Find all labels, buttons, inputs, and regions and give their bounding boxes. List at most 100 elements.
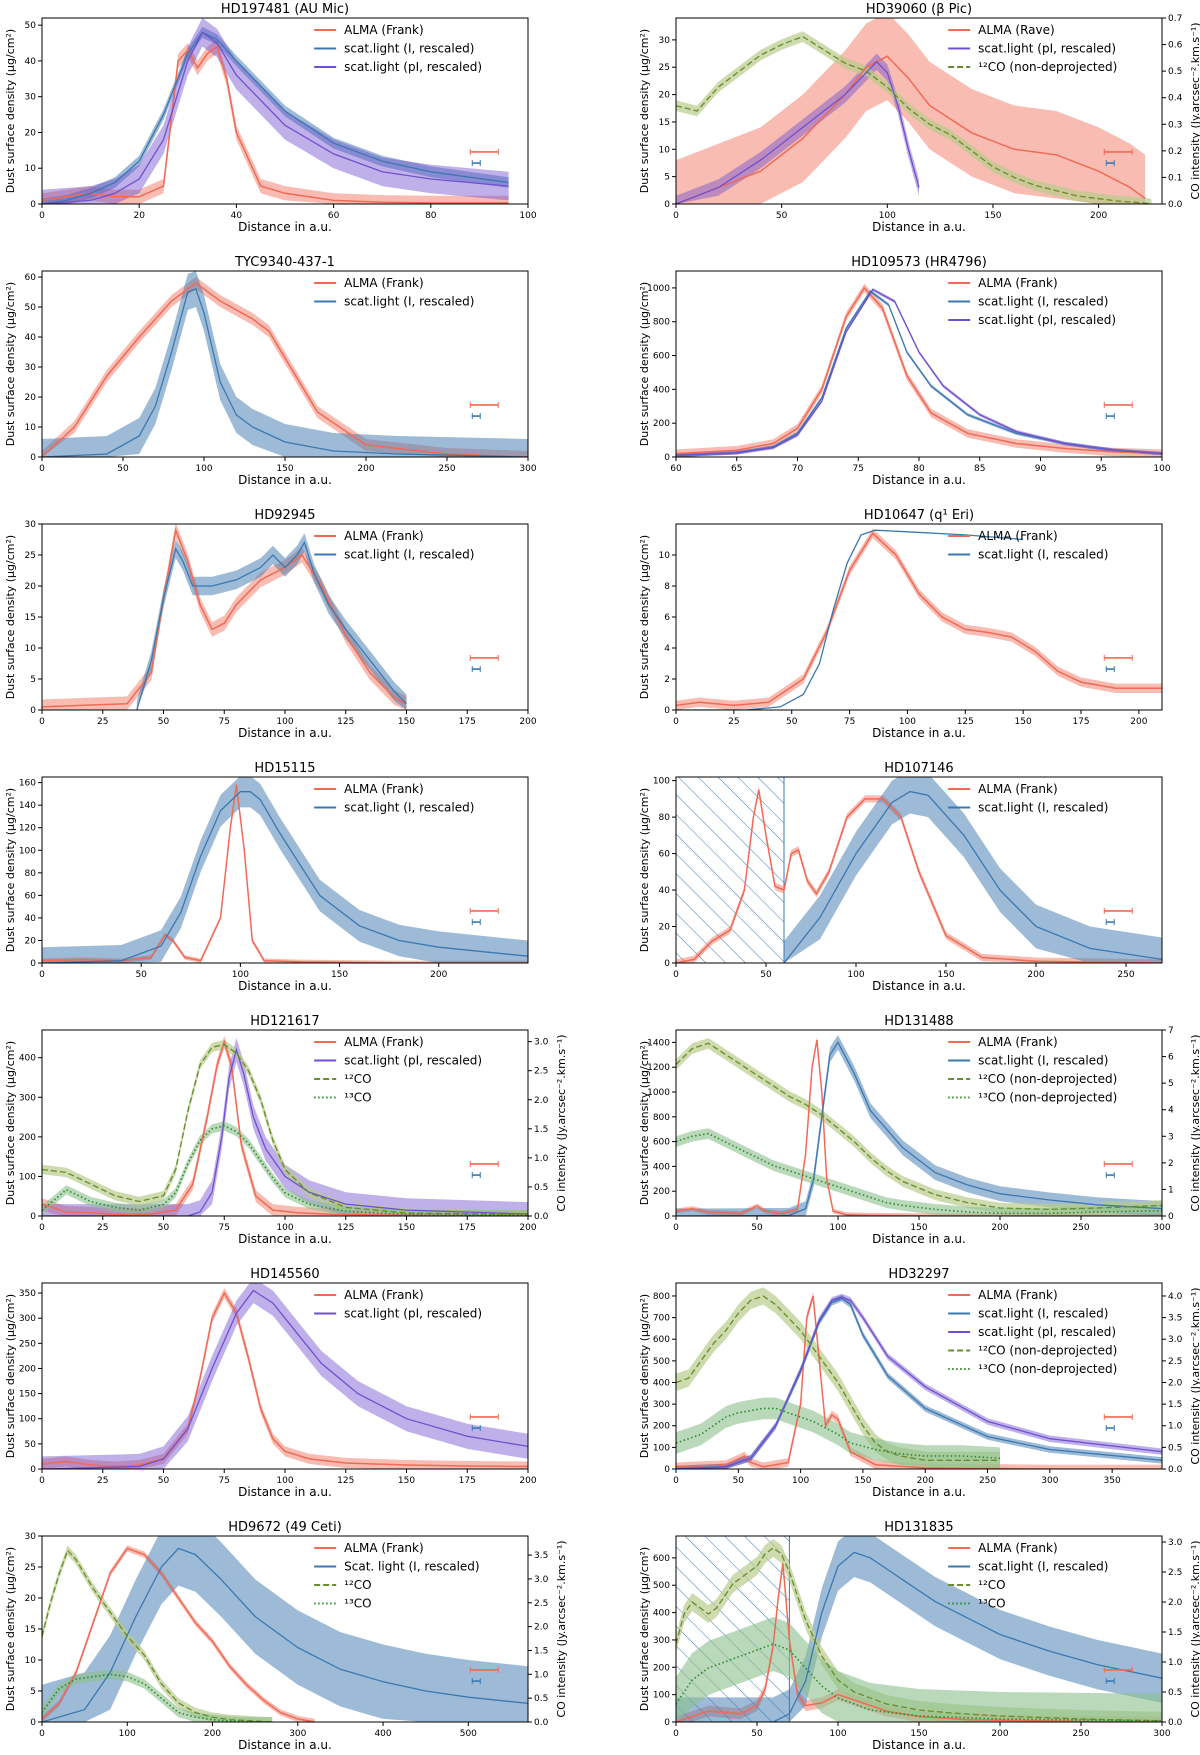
y-axis-label: Dust surface density (μg/cm²) [638,1041,651,1205]
legend-entry: scat.light (I, rescaled) [978,1307,1108,1321]
y-tick-label: 10 [659,145,671,155]
x-tick-label: 200 [1090,211,1107,221]
resolution-bars [469,1666,499,1685]
legend-entry: ¹²CO (non-deprojected) [978,1344,1117,1358]
resolution-bars [469,1160,499,1179]
chart-legend: ALMA (Frank) scat.light (I, rescaled) [948,529,1108,562]
y2-tick-label: 1.0 [534,1670,549,1680]
y-tick-label: 2 [664,675,670,685]
chart-title: HD131488 [884,1014,953,1029]
x-axis-label: Distance in a.u. [238,1738,332,1752]
chart-legend: ALMA (Rave) scat.light (pI, rescaled) ¹²CO… [948,23,1117,74]
x-tick-label: 75 [844,717,855,727]
series-band-alma [676,786,1162,963]
x-axis-label: Distance in a.u. [238,220,332,234]
legend-entry: ALMA (Frank) [344,529,424,543]
chart-title: HD131835 [884,1520,953,1535]
x-axis-label: Distance in a.u. [872,726,966,740]
x-tick-label: 250 [438,464,455,474]
series-line-co12 [676,1295,1000,1461]
y-tick-label: 25 [25,1563,36,1573]
y-tick-label: 200 [19,1133,36,1143]
series-band-pI [42,1037,528,1216]
y2-tick-label: 2.0 [1168,1598,1183,1608]
y2-tick-label: 2.5 [1168,1357,1182,1367]
y-tick-label: 40 [25,914,37,924]
x-tick-label: 0 [39,1223,45,1233]
y-tick-label: 200 [653,1663,670,1673]
chart-legend: ALMA (Frank) scat.light (I, rescaled) ¹²CO… [948,1035,1117,1105]
legend-entry: ALMA (Frank) [978,1541,1058,1555]
x-tick-label: 150 [1015,717,1032,727]
series-layer [42,524,407,710]
plot-frame [675,1282,1163,1470]
y-tick-label: 1000 [647,1088,670,1098]
y-axis-label: Dust surface density (μg/cm²) [638,1547,651,1711]
series-layer [42,18,509,204]
series-band-alma [42,39,509,204]
y2-tick-label: 1.0 [1168,1658,1183,1668]
y2-tick-label: 2.5 [534,1599,548,1609]
y-tick-label: 500 [653,1357,670,1367]
legend-entry: scat.light (I, rescaled) [978,1560,1108,1574]
y-tick-label: 0 [664,959,670,969]
chart-panel: HD107146 0 50 100 150 200 250 0 20 40 60 80 100 Dista… [638,761,1163,993]
legend-entry: scat.light (pI, rescaled) [978,313,1116,327]
x-tick-label: 350 [1104,1476,1121,1486]
chart-panel: HD145560 0 25 50 75 100 125 150 175 200 0 50 100 150 2… [4,1267,537,1499]
x-tick-label: 0 [39,1476,45,1486]
legend-entry: scat.light (I, rescaled) [978,801,1108,815]
y-tick-label: 5 [30,1687,36,1697]
y-axis-label: Dust surface density (μg/cm²) [4,282,17,446]
y-tick-label: 800 [653,1292,670,1302]
y2-axis-label: CO intensity (Jy.arcsec⁻².km.s⁻¹) [555,1540,568,1717]
series-line-I [676,529,1024,710]
x-tick-label: 0 [39,717,45,727]
x-tick-label: 0 [673,1476,679,1486]
chart-panel: HD92945 0 25 50 75 100 125 150 175 200 0 5 10 15 20 25 3… [4,508,537,740]
series-band-co13 [42,1121,528,1216]
x-tick-label: 0 [39,464,45,474]
chart-legend: ALMA (Frank) scat.light (pI, rescaled) ¹²C… [314,1035,482,1105]
y-tick-label: 20 [25,393,37,403]
y2-tick-label: 0 [1168,1212,1174,1222]
y2-tick-label: 3.0 [534,1038,549,1048]
series-line-co12 [676,1042,1162,1211]
x-tick-label: 0 [673,1223,679,1233]
legend-entry: ALMA (Frank) [978,1035,1058,1049]
y2-tick-label: 1 [1168,1185,1174,1195]
chart-panel: HD10647 (q¹ Eri) 0 25 50 75 100 125 150 175 200 0 2… [638,508,1163,740]
x-tick-label: 250 [1072,1729,1089,1739]
y2-tick-label: 4 [1168,1106,1174,1116]
y-tick-label: 100 [19,846,36,856]
y2-tick-label: 0.0 [1168,1465,1183,1475]
series-line-alma [42,1039,528,1216]
x-tick-label: 100 [276,1223,293,1233]
legend-entry: scat.light (pI, rescaled) [978,42,1116,56]
legend-entry: ¹³CO (non-deprojected) [978,1362,1117,1376]
x-tick-label: 0 [673,1729,679,1739]
x-tick-label: 100 [829,1223,846,1233]
series-line-co13 [676,1132,1162,1215]
y-tick-label: 10 [25,423,37,433]
y2-axis-label: CO intensity (Jy.arcsec⁻².km.s⁻¹) [1189,1034,1200,1211]
y-tick-label: 15 [659,118,670,128]
x-tick-label: 20 [133,211,145,221]
y-tick-label: 20 [25,582,37,592]
chart-legend: ALMA (Frank) Scat. light (I, rescaled) ¹²C… [314,1541,480,1611]
x-tick-label: 0 [673,970,679,980]
y-tick-label: 0 [664,200,670,210]
x-tick-label: 80 [425,211,437,221]
x-axis-label: Distance in a.u. [872,1232,966,1246]
x-tick-label: 175 [1072,717,1089,727]
y-tick-label: 100 [653,1443,670,1453]
y-tick-label: 160 [19,779,36,789]
y-tick-label: 600 [653,1335,670,1345]
y2-tick-label: 1.0 [1168,1422,1183,1432]
y2-tick-label: 3.5 [1168,1314,1182,1324]
legend-entry: Scat. light (I, rescaled) [344,1560,479,1574]
x-tick-label: 25 [97,1476,108,1486]
chart-legend: ALMA (Frank) scat.light (I, rescaled) [314,529,474,562]
series-layer [676,283,1162,457]
